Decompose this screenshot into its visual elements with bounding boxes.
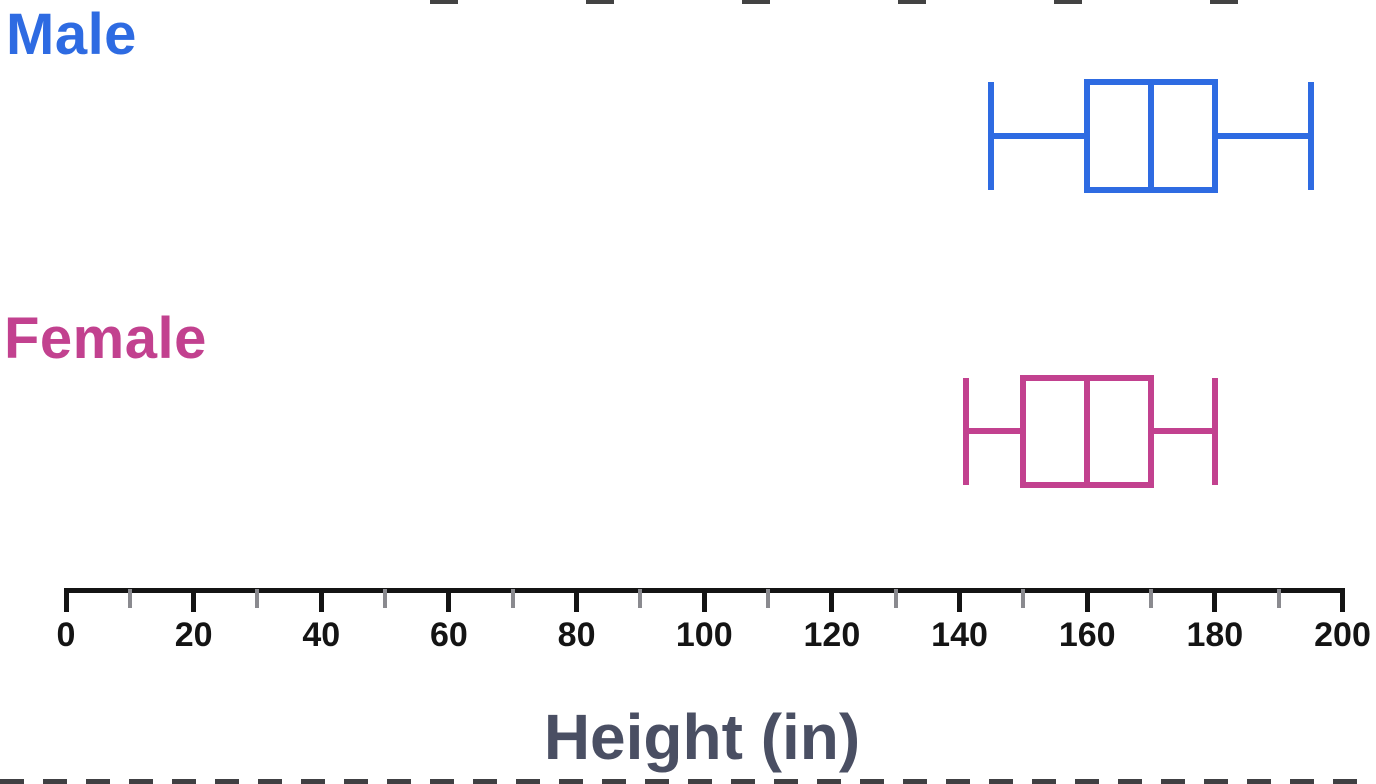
major-tick-100 <box>701 588 707 612</box>
tick-label-180: 180 <box>1186 616 1244 654</box>
minor-tick-150 <box>1021 589 1026 608</box>
tick-label-200: 200 <box>1314 616 1371 654</box>
whisker-line-left <box>991 133 1088 139</box>
minor-tick-110 <box>766 589 771 608</box>
minor-tick-30 <box>255 589 260 608</box>
median-line <box>1148 79 1155 193</box>
major-tick-140 <box>957 588 963 612</box>
minor-tick-130 <box>893 589 898 608</box>
male-series-label: Male <box>6 2 137 67</box>
tick-label-40: 40 <box>302 616 341 654</box>
tick-label-0: 0 <box>56 616 76 654</box>
whisker-line-left <box>965 428 1024 434</box>
minor-tick-190 <box>1276 589 1281 608</box>
x-axis-title: Height (in) <box>543 701 861 773</box>
tick-label-80: 80 <box>557 616 596 654</box>
major-tick-20 <box>191 588 197 612</box>
tick-label-160: 160 <box>1058 616 1116 654</box>
cropped-content-artifact-top <box>430 0 1340 4</box>
major-tick-40 <box>318 588 324 612</box>
cropped-content-artifact-bottom <box>0 779 1376 784</box>
tick-label-60: 60 <box>430 616 468 654</box>
major-tick-180 <box>1212 588 1218 612</box>
tick-label-120: 120 <box>803 616 861 654</box>
minor-tick-70 <box>510 589 515 608</box>
tick-label-140: 140 <box>931 616 988 654</box>
tick-label-100: 100 <box>675 616 733 654</box>
minor-tick-170 <box>1149 589 1154 608</box>
major-tick-160 <box>1084 588 1090 612</box>
major-tick-80 <box>574 588 580 612</box>
major-tick-60 <box>446 588 452 612</box>
whisker-line-right <box>1151 428 1215 434</box>
female-series-label: Female <box>4 306 207 371</box>
whisker-line-right <box>1214 133 1311 139</box>
whisker-cap-max <box>1307 82 1314 190</box>
median-line <box>1084 374 1091 488</box>
major-tick-200 <box>1340 588 1345 612</box>
tick-label-20: 20 <box>174 616 213 654</box>
major-tick-120 <box>829 588 835 612</box>
minor-tick-90 <box>638 589 643 608</box>
whisker-cap-max <box>1211 377 1218 485</box>
minor-tick-10 <box>127 589 132 608</box>
major-tick-0 <box>63 588 69 612</box>
minor-tick-50 <box>383 589 388 608</box>
